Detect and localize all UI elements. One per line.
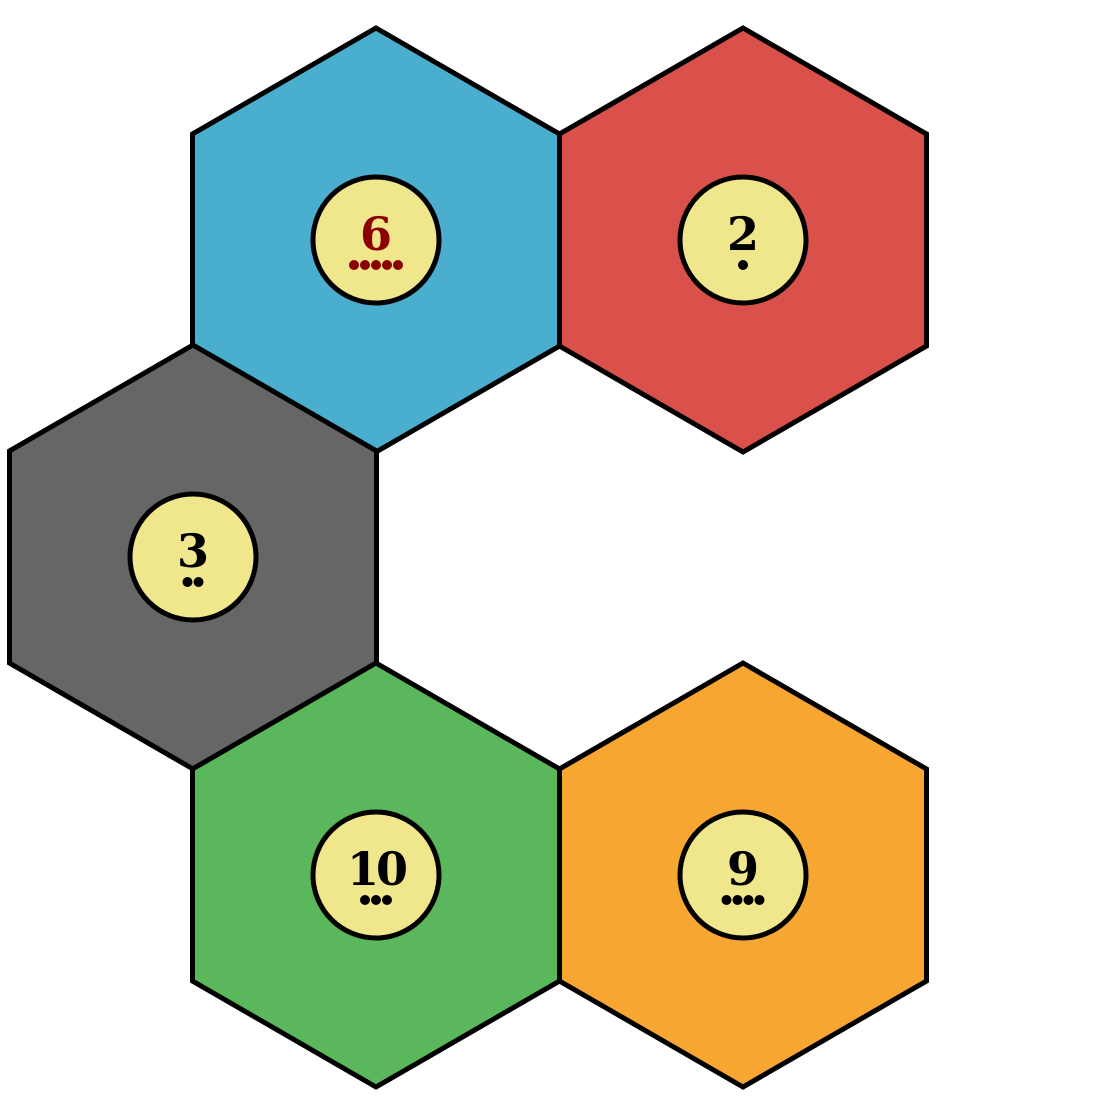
tiles-layer: 6 2 3 10 9 [7, 25, 929, 1090]
probability-pip [371, 895, 381, 905]
probability-pip [721, 895, 732, 905]
token-number: 6 [360, 207, 392, 261]
token-number: 2 [727, 207, 759, 261]
hex-tile-red[interactable]: 2 [557, 25, 929, 455]
probability-pip [393, 260, 403, 270]
number-token [310, 809, 442, 941]
token-number: 10 [347, 842, 406, 896]
probability-pip [382, 895, 392, 905]
probability-pip [182, 577, 193, 587]
probability-pip [732, 895, 743, 905]
hex-tile-orange[interactable]: 9 [557, 660, 929, 1090]
probability-pip [382, 260, 392, 270]
hex-tile-gray[interactable]: 3 [7, 342, 379, 772]
token-number: 9 [727, 842, 759, 896]
probability-pip [193, 577, 204, 587]
probability-pip [371, 260, 381, 270]
probability-pip [743, 895, 754, 905]
probability-pip [360, 260, 370, 270]
number-token [677, 809, 809, 941]
probability-pip [754, 895, 765, 905]
number-token [677, 174, 809, 306]
probability-pip [738, 260, 748, 270]
hex-tile-green[interactable]: 10 [190, 660, 562, 1090]
probability-pip [360, 895, 370, 905]
token-number: 3 [177, 524, 209, 578]
number-token [127, 491, 259, 623]
number-token [310, 174, 442, 306]
probability-pip [349, 260, 359, 270]
